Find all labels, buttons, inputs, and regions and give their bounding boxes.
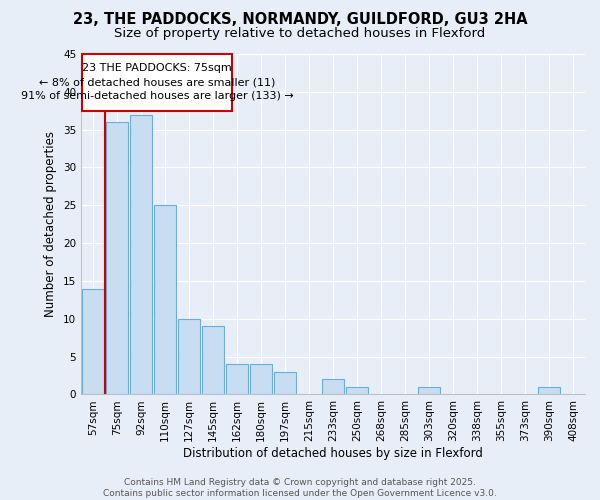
Bar [130,114,152,394]
Bar [154,206,176,394]
Bar [82,288,104,395]
Bar [226,364,248,394]
Text: Contains HM Land Registry data © Crown copyright and database right 2025.
Contai: Contains HM Land Registry data © Crown c… [103,478,497,498]
Bar [178,319,200,394]
Bar [418,387,440,394]
Text: 23, THE PADDOCKS, NORMANDY, GUILDFORD, GU3 2HA: 23, THE PADDOCKS, NORMANDY, GUILDFORD, G… [73,12,527,28]
Bar [250,364,272,394]
Y-axis label: Number of detached properties: Number of detached properties [44,131,58,317]
Bar [82,54,232,110]
Bar [202,326,224,394]
Bar [274,372,296,394]
Bar [322,380,344,394]
Bar [346,387,368,394]
Text: 23 THE PADDOCKS: 75sqm
← 8% of detached houses are smaller (11)
91% of semi-deta: 23 THE PADDOCKS: 75sqm ← 8% of detached … [21,64,293,102]
X-axis label: Distribution of detached houses by size in Flexford: Distribution of detached houses by size … [183,447,483,460]
Text: Size of property relative to detached houses in Flexford: Size of property relative to detached ho… [115,28,485,40]
Bar [106,122,128,394]
Bar [538,387,560,394]
